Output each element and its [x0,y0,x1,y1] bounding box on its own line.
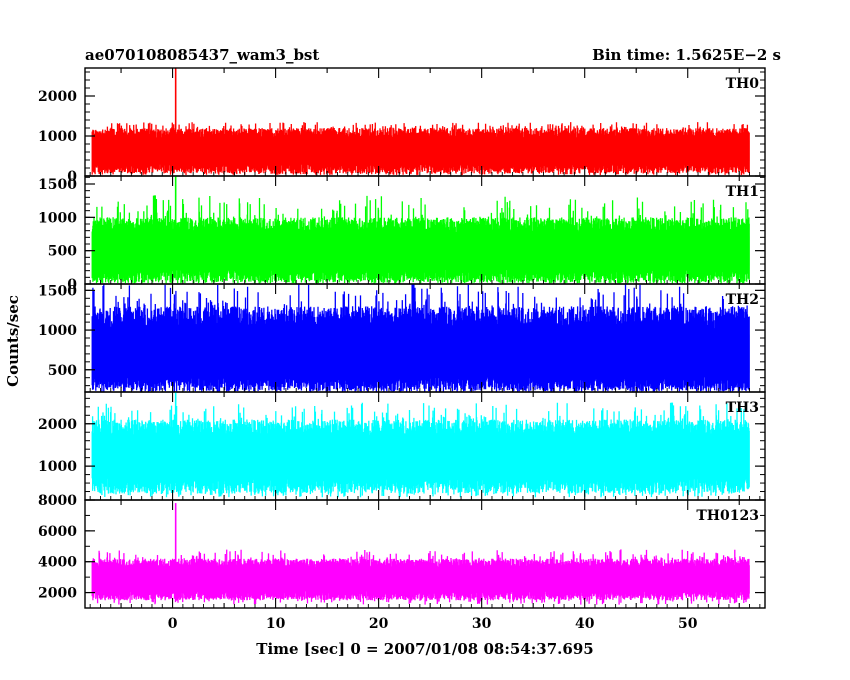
y-tick-label: 1000 [38,129,77,145]
x-tick-label: 20 [369,616,389,632]
x-tick-label: 10 [266,616,286,632]
y-tick-label: 0 [67,277,77,293]
x-tick-labels: 0 10 20 30 40 50 [168,616,698,632]
panel-th3: 1000 2000 TH3 [38,391,766,501]
x-tick-label: 40 [575,616,595,632]
y-tick-label: 2000 [38,586,77,602]
panel-label-th1: TH1 [726,184,759,200]
panel-th0: 0 1000 2000 TH0 [38,67,766,185]
series-th2 [91,284,750,392]
y-tick-label: 500 [48,244,77,260]
y-tick-label: 1500 [38,177,77,193]
y-tick-label: 0 [67,169,77,185]
observation-id-title: ae070108085437_wam3_bst [85,46,319,64]
x-tick-label: 0 [168,616,178,632]
y-tick-label: 6000 [38,524,77,540]
y-tick-label: 500 [48,363,77,379]
panels: 0 1000 2000 TH0 0 500 1000 1500 TH1 500 1000 1500 TH… [38,67,766,609]
bin-time-title: Bin time: 1.5625E−2 s [592,46,781,64]
panel-label-th3: TH3 [726,400,759,416]
panel-th0123: 2000 4000 6000 8000 TH0123 [38,493,766,609]
x-tick-label: 30 [472,616,492,632]
panel-label-th2: TH2 [726,292,759,308]
panel-frame [84,499,766,609]
y-tick-label: 1000 [38,210,77,226]
panel-label-th0: TH0 [726,76,760,92]
series-th1 [91,176,750,284]
y-tick-label: 1500 [38,283,77,299]
panel-th2: 500 1000 1500 TH2 [38,283,766,393]
series-th3 [91,392,750,498]
y-tick-label: 1000 [38,459,77,475]
series-th0 [91,68,750,175]
y-tick-label: 4000 [38,555,77,571]
y-tick-label: 8000 [38,493,77,509]
x-axis-label: Time [sec] 0 = 2007/01/08 08:54:37.695 [256,640,593,658]
series-th0123 [91,503,750,605]
panel-th1: 0 500 1000 1500 TH1 [38,175,766,293]
panel-label-th0123: TH0123 [696,508,759,524]
y-tick-label: 1000 [38,323,77,339]
x-tick-label: 50 [678,616,698,632]
y-axis-label: Counts/sec [4,295,22,387]
y-tick-label: 2000 [38,417,77,433]
y-tick-label: 2000 [38,89,77,105]
